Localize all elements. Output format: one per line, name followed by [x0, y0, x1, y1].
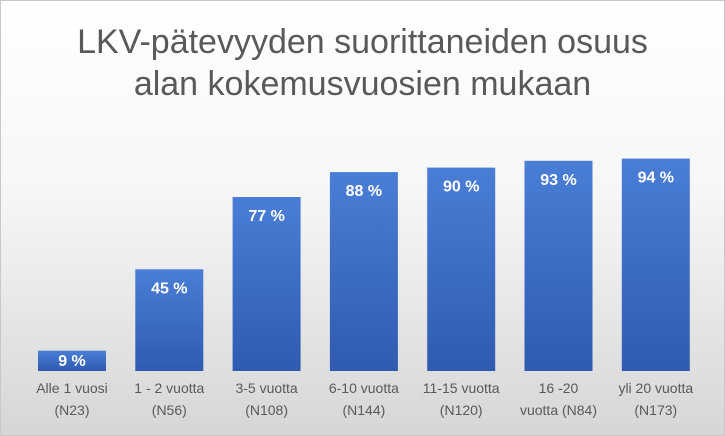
bar-value-label-3: 77 % [248, 208, 284, 225]
category-label-5-line-2: (N120) [440, 402, 483, 418]
bar-value-label-6: 93 % [540, 172, 576, 189]
bar-7 [621, 158, 690, 371]
bar-value-label-5: 90 % [443, 179, 479, 196]
bar-1 [38, 350, 106, 371]
chart-title-line-1: LKV-pätevyyden suorittaneiden osuus [77, 23, 648, 61]
category-label-2-line-2: (N56) [152, 402, 187, 418]
chart-title: LKV-pätevyyden suorittaneiden osuus alan… [1, 21, 724, 105]
category-label-7-line-2: (N173) [634, 402, 677, 418]
bar-4 [329, 172, 398, 371]
category-label-1-line-2: (N23) [54, 402, 89, 418]
bars-group: 9 % 45 % 77 % 88 % 90 % 93 % 94 % [38, 158, 690, 371]
bar-value-label-1: 9 % [58, 353, 86, 370]
bar-2 [135, 269, 204, 371]
category-label-6-line-1: 16 -20 [539, 380, 579, 396]
bar-3 [232, 197, 301, 371]
category-label-6-line-2: vuotta (N84) [520, 402, 597, 418]
bar-value-label-2: 45 % [151, 280, 187, 297]
bar-value-label-4: 88 % [346, 183, 382, 200]
category-labels-group: Alle 1 vuosi (N23) 1 - 2 vuotta (N56) 3-5 vu… [36, 380, 693, 418]
category-label-4-line-2: (N144) [343, 402, 386, 418]
category-label-3-line-1: 3-5 vuotta [235, 380, 297, 396]
category-label-7-line-1: yli 20 vuotta [618, 380, 693, 396]
bar-value-label-7: 94 % [638, 170, 674, 187]
category-label-2-line-1: 1 - 2 vuotta [134, 380, 204, 396]
chart-title-line-2: alan kokemusvuosien mukaan [133, 65, 592, 103]
category-label-5-line-1: 11-15 vuotta [423, 380, 500, 396]
bar-6 [524, 160, 593, 371]
bar-5 [427, 167, 496, 371]
category-label-3-line-2: (N108) [245, 402, 288, 418]
category-label-4-line-1: 6-10 vuotta [329, 380, 399, 396]
category-label-1-line-1: Alle 1 vuosi [36, 380, 108, 396]
